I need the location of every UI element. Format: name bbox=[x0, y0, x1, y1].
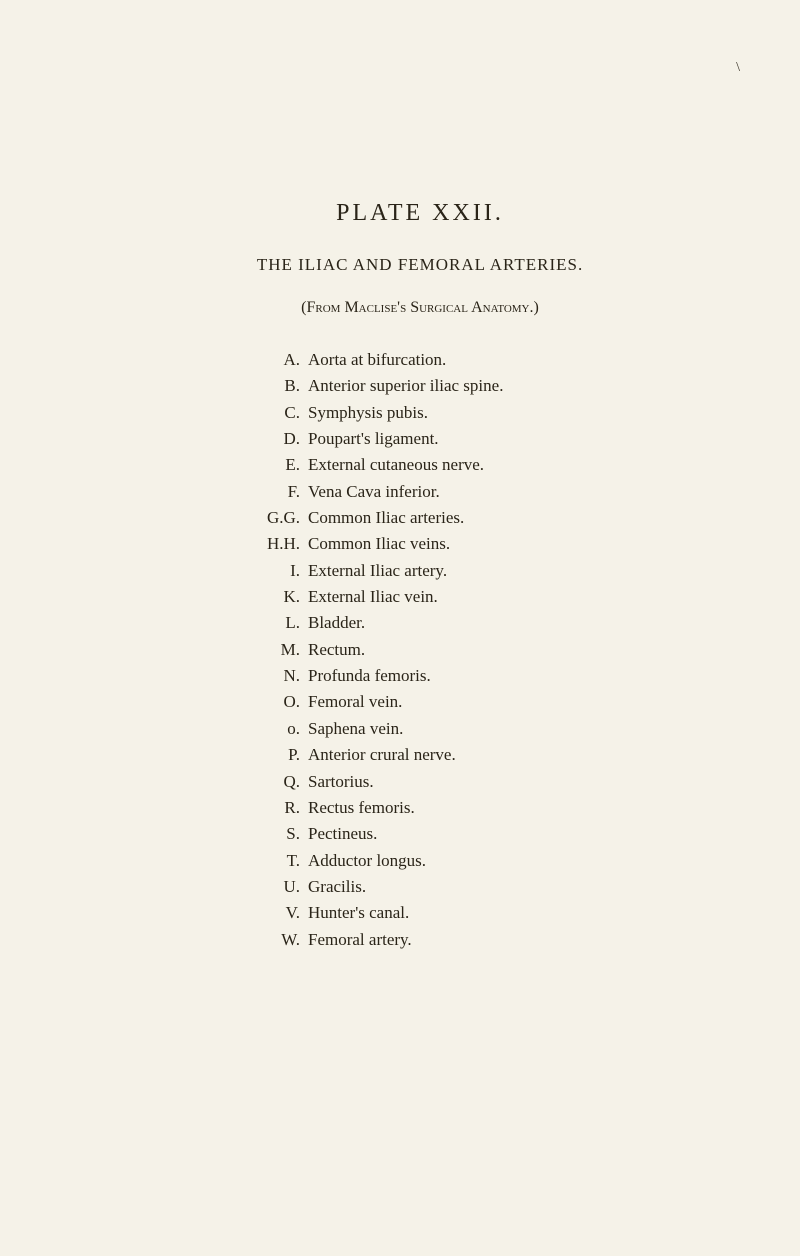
list-item: E.External cutaneous nerve. bbox=[250, 452, 660, 478]
list-item: A.Aorta at bifurcation. bbox=[250, 347, 660, 373]
list-item: W.Femoral artery. bbox=[250, 927, 660, 953]
entry-text: Common Iliac veins. bbox=[308, 531, 660, 557]
list-item: G.G.Common Iliac arteries. bbox=[250, 505, 660, 531]
list-item: I.External Iliac artery. bbox=[250, 558, 660, 584]
entry-label: R. bbox=[250, 795, 308, 821]
entry-text: Pectineus. bbox=[308, 821, 660, 847]
entry-label: E. bbox=[250, 452, 308, 478]
source-line: (From Maclise's Surgical Anatomy.) bbox=[180, 299, 660, 317]
entry-label: I. bbox=[250, 558, 308, 584]
source-prefix: (From bbox=[301, 299, 344, 316]
list-item: P.Anterior crural nerve. bbox=[250, 742, 660, 768]
entry-label: B. bbox=[250, 373, 308, 399]
entry-text: External Iliac vein. bbox=[308, 584, 660, 610]
entry-label: K. bbox=[250, 584, 308, 610]
entry-text: Hunter's canal. bbox=[308, 900, 660, 926]
entry-label: M. bbox=[250, 637, 308, 663]
entry-text: Bladder. bbox=[308, 610, 660, 636]
source-work: Surgical Anatomy.) bbox=[406, 299, 539, 316]
subtitle: THE ILIAC AND FEMORAL ARTERIES. bbox=[180, 255, 660, 275]
list-item: S.Pectineus. bbox=[250, 821, 660, 847]
entry-label: S. bbox=[250, 821, 308, 847]
list-item: o.Saphena vein. bbox=[250, 716, 660, 742]
entry-label: D. bbox=[250, 426, 308, 452]
entry-label: H.H. bbox=[250, 531, 308, 557]
entry-text: Gracilis. bbox=[308, 874, 660, 900]
list-item: L.Bladder. bbox=[250, 610, 660, 636]
entry-text: Rectum. bbox=[308, 637, 660, 663]
entry-text: Saphena vein. bbox=[308, 716, 660, 742]
list-item: K.External Iliac vein. bbox=[250, 584, 660, 610]
entry-label: Q. bbox=[250, 769, 308, 795]
source-author: Maclise's bbox=[344, 299, 406, 316]
list-item: Q.Sartorius. bbox=[250, 769, 660, 795]
entry-text: Rectus femoris. bbox=[308, 795, 660, 821]
entry-label: V. bbox=[250, 900, 308, 926]
list-item: V.Hunter's canal. bbox=[250, 900, 660, 926]
entry-label: A. bbox=[250, 347, 308, 373]
entry-label: C. bbox=[250, 400, 308, 426]
list-item: T.Adductor longus. bbox=[250, 848, 660, 874]
entry-label: G.G. bbox=[250, 505, 308, 531]
entry-label: O. bbox=[250, 689, 308, 715]
entry-text: Symphysis pubis. bbox=[308, 400, 660, 426]
list-item: U.Gracilis. bbox=[250, 874, 660, 900]
entry-text: External Iliac artery. bbox=[308, 558, 660, 584]
entry-text: Anterior superior iliac spine. bbox=[308, 373, 660, 399]
list-item: R.Rectus femoris. bbox=[250, 795, 660, 821]
entry-label: o. bbox=[250, 716, 308, 742]
list-item: F.Vena Cava inferior. bbox=[250, 479, 660, 505]
entry-text: Femoral vein. bbox=[308, 689, 660, 715]
entry-text: Poupart's ligament. bbox=[308, 426, 660, 452]
list-item: B.Anterior superior iliac spine. bbox=[250, 373, 660, 399]
entry-text: Adductor longus. bbox=[308, 848, 660, 874]
list-item: M.Rectum. bbox=[250, 637, 660, 663]
list-item: H.H.Common Iliac veins. bbox=[250, 531, 660, 557]
page-content: PLATE XXII. THE ILIAC AND FEMORAL ARTERI… bbox=[0, 0, 800, 1033]
entry-label: U. bbox=[250, 874, 308, 900]
corner-mark: \ bbox=[736, 60, 740, 76]
entry-label: W. bbox=[250, 927, 308, 953]
entry-text: Common Iliac arteries. bbox=[308, 505, 660, 531]
list-item: D.Poupart's ligament. bbox=[250, 426, 660, 452]
list-item: O.Femoral vein. bbox=[250, 689, 660, 715]
entry-text: Anterior crural nerve. bbox=[308, 742, 660, 768]
entry-text: Aorta at bifurcation. bbox=[308, 347, 660, 373]
entry-text: Vena Cava inferior. bbox=[308, 479, 660, 505]
plate-title: PLATE XXII. bbox=[180, 200, 660, 227]
entry-label: T. bbox=[250, 848, 308, 874]
entry-text: Sartorius. bbox=[308, 769, 660, 795]
list-item: N.Profunda femoris. bbox=[250, 663, 660, 689]
entry-label: P. bbox=[250, 742, 308, 768]
list-item: C.Symphysis pubis. bbox=[250, 400, 660, 426]
entry-text: Femoral artery. bbox=[308, 927, 660, 953]
entry-label: F. bbox=[250, 479, 308, 505]
entry-label: N. bbox=[250, 663, 308, 689]
entry-label: L. bbox=[250, 610, 308, 636]
entry-text: Profunda femoris. bbox=[308, 663, 660, 689]
entries-list: A.Aorta at bifurcation.B.Anterior superi… bbox=[250, 347, 660, 953]
entry-text: External cutaneous nerve. bbox=[308, 452, 660, 478]
